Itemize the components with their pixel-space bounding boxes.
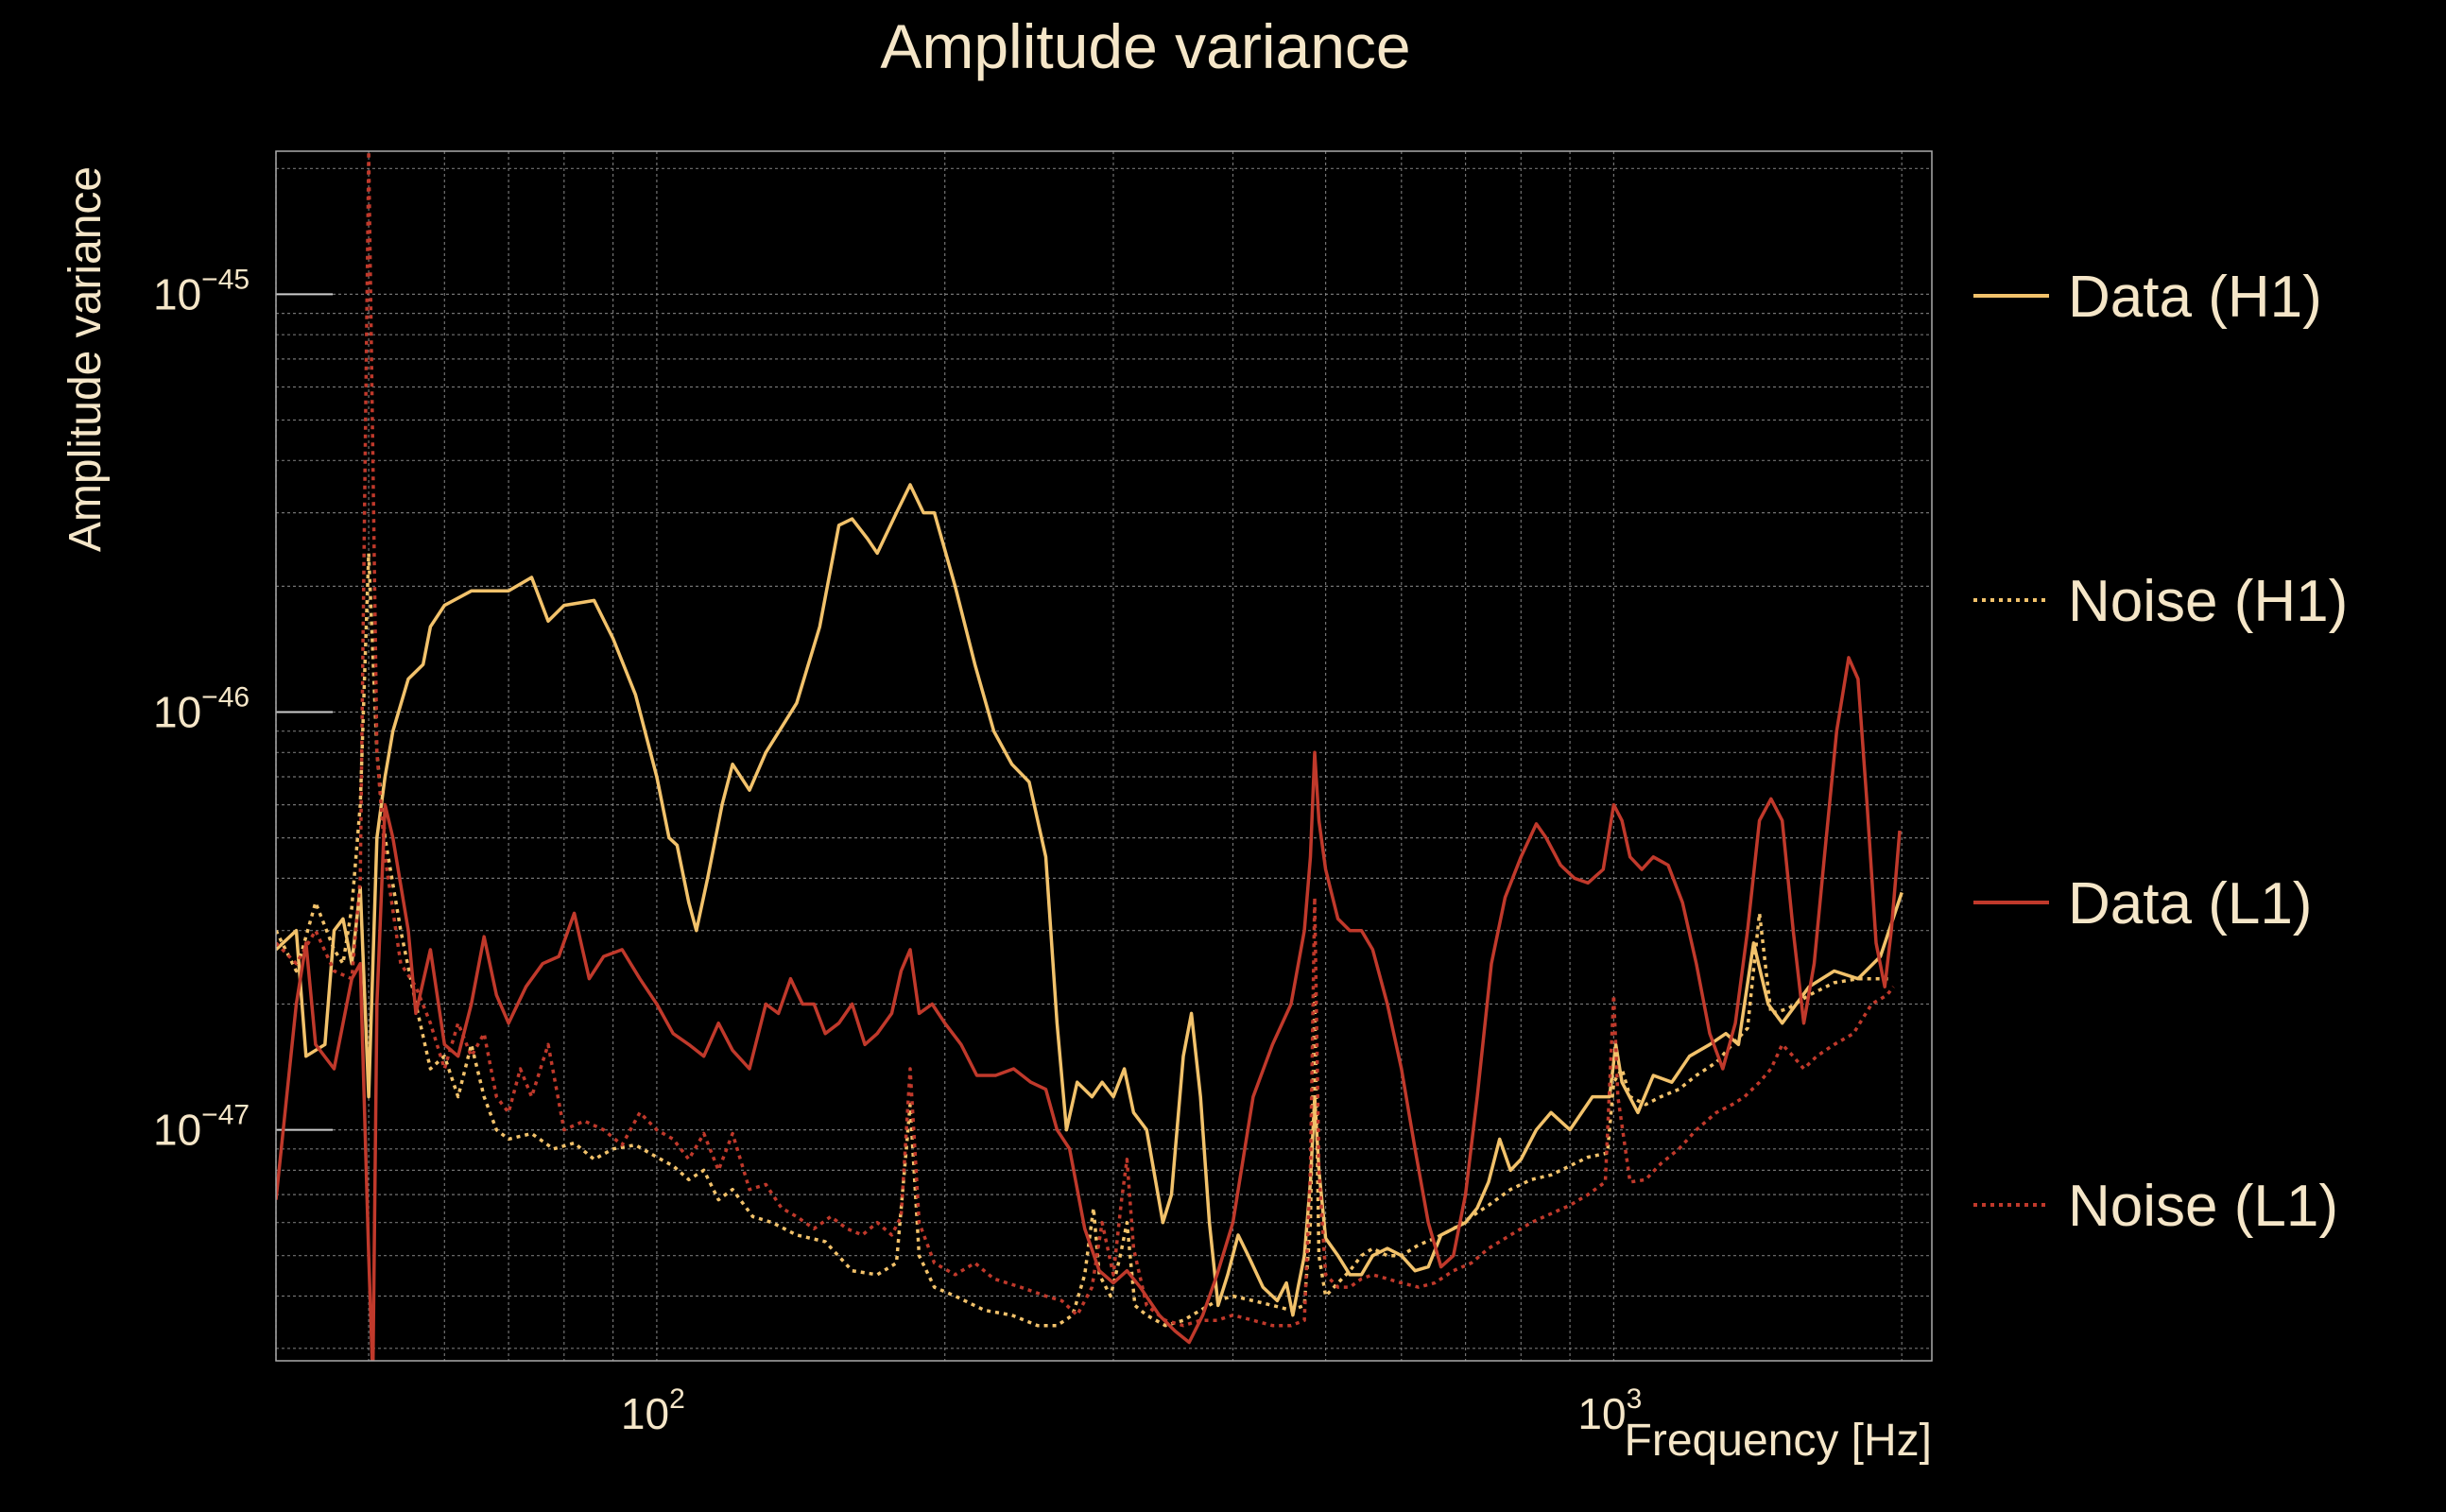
chart-title: Amplitude variance [880, 11, 1410, 81]
series-line-2 [276, 656, 1902, 1361]
legend-label: Data (L1) [2068, 871, 2312, 936]
y-axis-label: Amplitude variance [60, 166, 111, 552]
series-line-1 [276, 551, 1892, 1328]
legend: Data (H1) Noise (H1) Data (L1) Noise (L1) [1973, 265, 2348, 1239]
plot-area [276, 151, 1903, 1361]
series-line-3 [276, 151, 1895, 1328]
series-line-0 [276, 483, 1903, 1317]
grid [275, 151, 1932, 1361]
legend-label: Noise (H1) [2068, 569, 2348, 634]
x-axis-label: Frequency [Hz] [1625, 1416, 1932, 1466]
plot-frame [275, 150, 1933, 1362]
legend-label: Noise (L1) [2068, 1174, 2338, 1239]
legend-label: Data (H1) [2068, 265, 2322, 330]
